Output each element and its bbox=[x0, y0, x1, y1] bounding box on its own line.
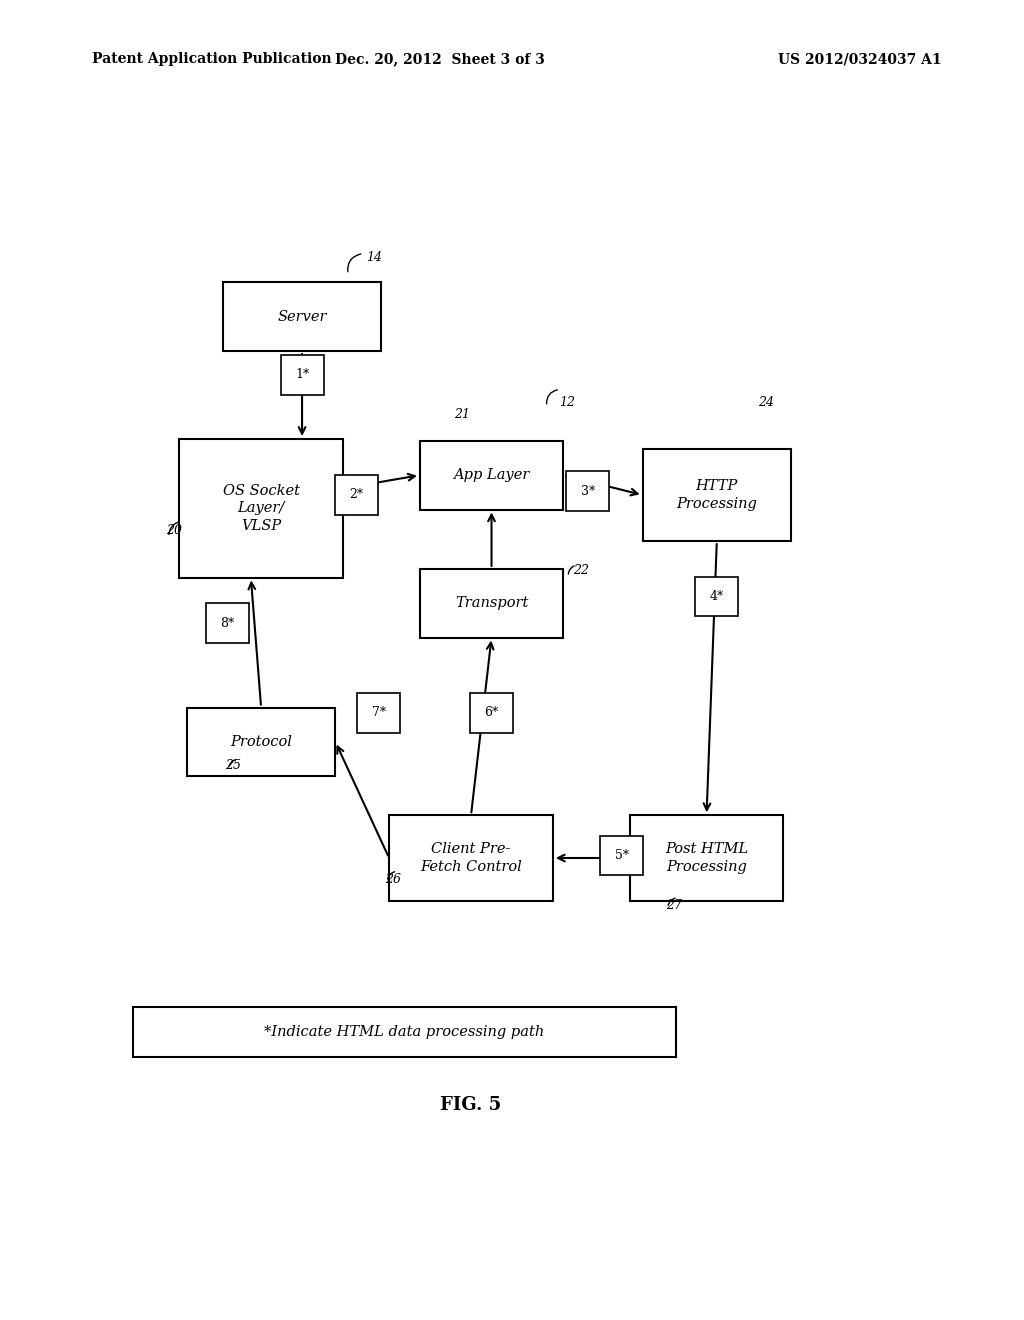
Text: 3*: 3* bbox=[581, 484, 595, 498]
FancyBboxPatch shape bbox=[566, 471, 609, 511]
Text: 24: 24 bbox=[758, 396, 774, 409]
FancyBboxPatch shape bbox=[179, 438, 343, 578]
Text: US 2012/0324037 A1: US 2012/0324037 A1 bbox=[778, 53, 942, 66]
Text: App Layer: App Layer bbox=[454, 469, 529, 482]
FancyBboxPatch shape bbox=[133, 1007, 676, 1057]
Text: 6*: 6* bbox=[484, 706, 499, 719]
Text: 21: 21 bbox=[454, 408, 470, 421]
Text: 25: 25 bbox=[225, 759, 242, 772]
FancyBboxPatch shape bbox=[357, 693, 400, 733]
Text: 7*: 7* bbox=[372, 706, 386, 719]
Text: Protocol: Protocol bbox=[230, 735, 292, 748]
Text: Server: Server bbox=[278, 310, 327, 323]
Text: Patent Application Publication: Patent Application Publication bbox=[92, 53, 332, 66]
Text: Dec. 20, 2012  Sheet 3 of 3: Dec. 20, 2012 Sheet 3 of 3 bbox=[336, 53, 545, 66]
FancyBboxPatch shape bbox=[186, 708, 336, 776]
Text: FIG. 5: FIG. 5 bbox=[440, 1096, 502, 1114]
FancyBboxPatch shape bbox=[222, 282, 381, 351]
FancyBboxPatch shape bbox=[389, 814, 553, 900]
Text: 4*: 4* bbox=[710, 590, 724, 603]
Text: 12: 12 bbox=[559, 396, 575, 409]
Text: *Indicate HTML data processing path: *Indicate HTML data processing path bbox=[264, 1026, 545, 1039]
Text: 2*: 2* bbox=[349, 488, 364, 502]
FancyBboxPatch shape bbox=[600, 836, 643, 875]
FancyBboxPatch shape bbox=[630, 814, 783, 900]
Text: Post HTML
Processing: Post HTML Processing bbox=[665, 842, 749, 874]
Text: 5*: 5* bbox=[614, 849, 629, 862]
FancyBboxPatch shape bbox=[643, 449, 791, 541]
FancyBboxPatch shape bbox=[420, 569, 563, 638]
Text: Transport: Transport bbox=[455, 597, 528, 610]
Text: 22: 22 bbox=[573, 564, 590, 577]
Text: 26: 26 bbox=[385, 873, 401, 886]
FancyBboxPatch shape bbox=[281, 355, 324, 395]
Text: Client Pre-
Fetch Control: Client Pre- Fetch Control bbox=[420, 842, 522, 874]
Text: 1*: 1* bbox=[295, 368, 309, 381]
Text: 8*: 8* bbox=[220, 616, 234, 630]
FancyBboxPatch shape bbox=[335, 475, 378, 515]
Text: HTTP
Processing: HTTP Processing bbox=[677, 479, 757, 511]
Text: 20: 20 bbox=[166, 524, 182, 537]
Text: 14: 14 bbox=[367, 251, 383, 264]
FancyBboxPatch shape bbox=[695, 577, 738, 616]
FancyBboxPatch shape bbox=[420, 441, 563, 510]
FancyBboxPatch shape bbox=[470, 693, 513, 733]
FancyBboxPatch shape bbox=[206, 603, 249, 643]
Text: OS Socket
Layer/
VLSP: OS Socket Layer/ VLSP bbox=[222, 484, 300, 532]
Text: 27: 27 bbox=[666, 899, 682, 912]
